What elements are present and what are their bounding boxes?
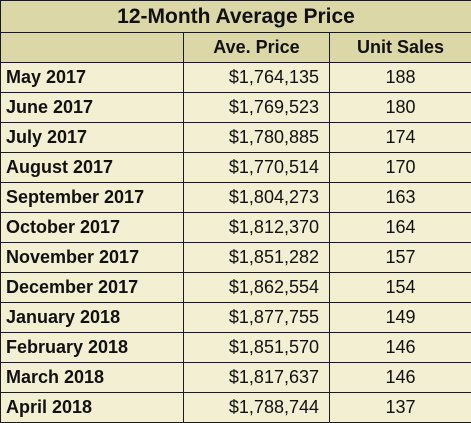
header-row: Ave. Price Unit Sales [1, 33, 471, 63]
unit-sales-cell: 163 [330, 183, 471, 213]
ave-price-cell: $1,851,570 [184, 333, 330, 363]
ave-price-cell: $1,804,273 [184, 183, 330, 213]
ave-price-cell: $1,817,637 [184, 363, 330, 393]
unit-sales-cell: 149 [330, 303, 471, 333]
ave-price-cell: $1,851,282 [184, 243, 330, 273]
unit-sales-cell: 188 [330, 63, 471, 93]
ave-price-cell: $1,780,885 [184, 123, 330, 153]
unit-sales-cell: 164 [330, 213, 471, 243]
unit-sales-cell: 146 [330, 333, 471, 363]
month-cell: October 2017 [1, 213, 184, 243]
ave-price-cell: $1,862,554 [184, 273, 330, 303]
title-row: 12-Month Average Price [1, 1, 471, 33]
month-cell: August 2017 [1, 153, 184, 183]
month-cell: May 2017 [1, 63, 184, 93]
unit-sales-cell: 137 [330, 393, 471, 423]
ave-price-cell: $1,877,755 [184, 303, 330, 333]
month-cell: September 2017 [1, 183, 184, 213]
month-cell: January 2018 [1, 303, 184, 333]
month-cell: July 2017 [1, 123, 184, 153]
unit-sales-cell: 174 [330, 123, 471, 153]
header-unit-sales: Unit Sales [330, 33, 471, 63]
unit-sales-cell: 157 [330, 243, 471, 273]
month-cell: February 2018 [1, 333, 184, 363]
header-ave-price: Ave. Price [184, 33, 330, 63]
ave-price-cell: $1,812,370 [184, 213, 330, 243]
ave-price-cell: $1,769,523 [184, 93, 330, 123]
month-cell: November 2017 [1, 243, 184, 273]
ave-price-cell: $1,788,744 [184, 393, 330, 423]
month-cell: June 2017 [1, 93, 184, 123]
month-cell: March 2018 [1, 363, 184, 393]
ave-price-cell: $1,770,514 [184, 153, 330, 183]
unit-sales-cell: 170 [330, 153, 471, 183]
unit-sales-cell: 146 [330, 363, 471, 393]
unit-sales-cell: 180 [330, 93, 471, 123]
table-title: 12-Month Average Price [1, 1, 471, 33]
header-month [1, 33, 184, 63]
month-cell: April 2018 [1, 393, 184, 423]
unit-sales-cell: 154 [330, 273, 471, 303]
month-cell: December 2017 [1, 273, 184, 303]
ave-price-cell: $1,764,135 [184, 63, 330, 93]
